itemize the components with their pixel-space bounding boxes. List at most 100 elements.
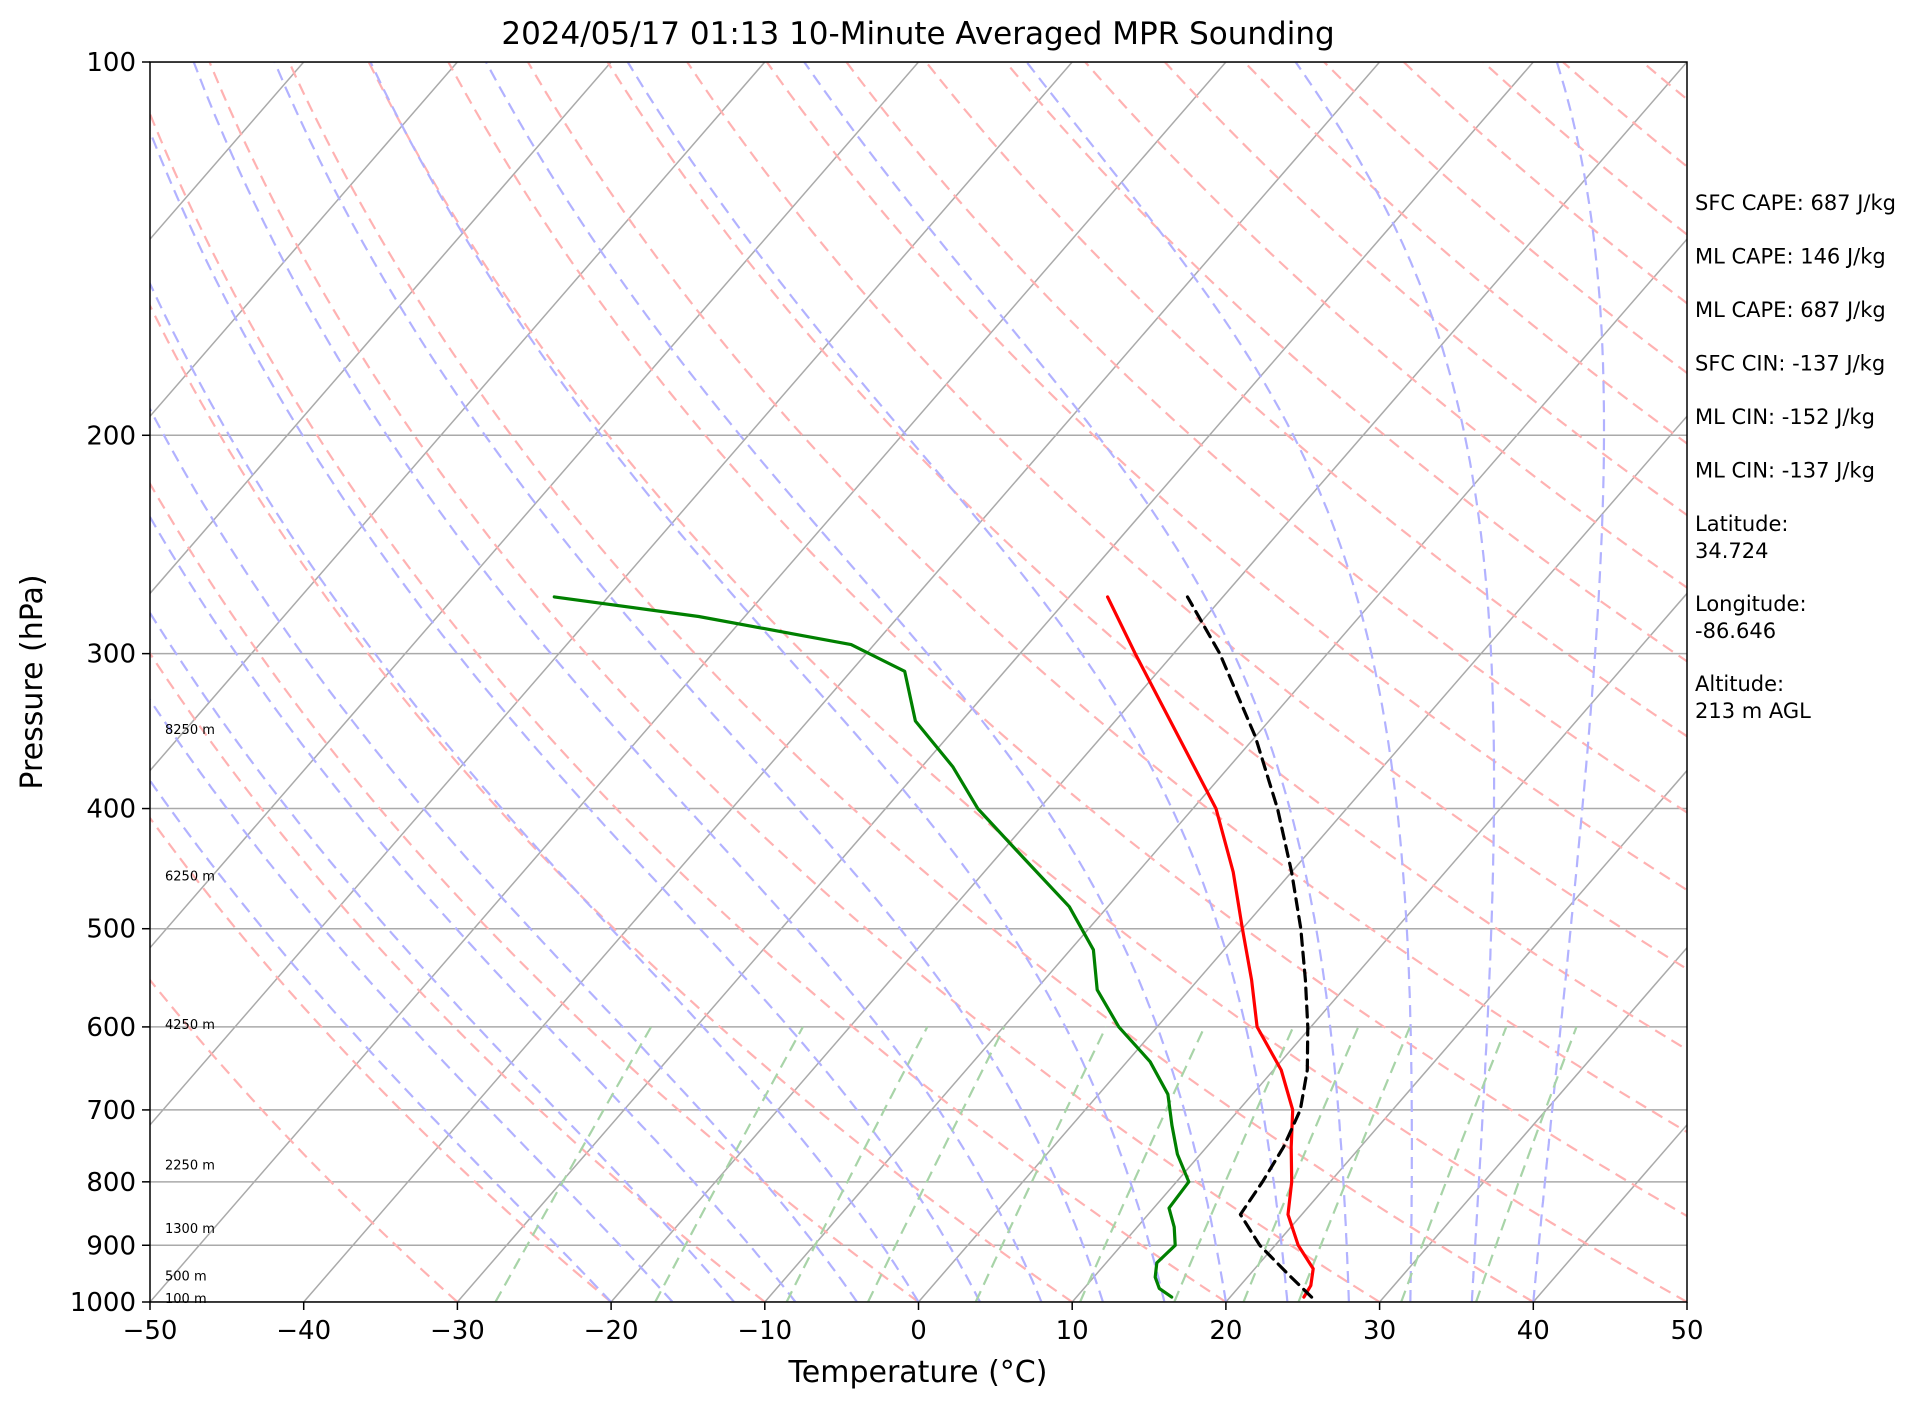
y-axis-label: Pressure (hPa) (15, 574, 50, 789)
dry-adiabat-line (1163, 62, 1687, 517)
dry-adiabat-line (1881, 62, 1921, 1302)
moist-adiabat-line (150, 778, 612, 1302)
profile-line-2 (552, 595, 1191, 1299)
isotherm-line (150, 62, 612, 595)
stat-text: Altitude: 213 m AGL (1695, 672, 1811, 723)
isotherm-line (150, 62, 1227, 1302)
moist-adiabat-line (485, 62, 1227, 1302)
moist-adiabat-line (150, 514, 797, 1302)
x-tick-label: 50 (1670, 1316, 1703, 1346)
dry-adiabat-line (150, 651, 766, 1302)
stat-text: Latitude: 34.724 (1695, 512, 1789, 563)
y-tick-label: 900 (86, 1231, 136, 1261)
dry-adiabat-line (208, 62, 1381, 1302)
profile-line-1 (1106, 595, 1315, 1299)
x-tick-label: 10 (1056, 1316, 1089, 1346)
moist-adiabat-line (150, 610, 735, 1302)
mixing-ratio-line (1173, 1026, 1295, 1302)
x-tick-label: −50 (123, 1316, 178, 1346)
mixing-ratio-line (1400, 1026, 1508, 1302)
dry-adiabat-line (526, 62, 1687, 1134)
dry-adiabat-line (765, 62, 1687, 892)
isotherm-line (1225, 769, 1687, 1302)
height-label: 6250 m (165, 870, 215, 885)
stat-text: ML CAPE: 146 J/kg (1695, 245, 1886, 269)
grid-lines (150, 62, 1921, 1302)
isotherm-line (150, 62, 920, 949)
y-tick-label: 300 (86, 640, 136, 670)
dry-adiabat-line (1004, 62, 1687, 663)
dry-adiabat-line (150, 978, 459, 1302)
x-tick-label: −10 (737, 1316, 792, 1346)
moist-adiabat-line (273, 62, 1104, 1302)
y-tick-label: 500 (86, 915, 136, 945)
x-tick-label: −30 (430, 1316, 485, 1346)
y-tick-label: 200 (86, 421, 136, 451)
chart-title: 2024/05/17 01:13 10-Minute Averaged MPR … (501, 16, 1334, 52)
dry-adiabat-line (925, 62, 1687, 738)
isotherm-line (1379, 946, 1687, 1302)
dry-adiabat-line (150, 816, 612, 1302)
dry-adiabat-line (367, 62, 1687, 1302)
dry-adiabat-line (150, 110, 1227, 1302)
dry-adiabat-line (150, 481, 920, 1302)
isotherm-line (150, 62, 766, 772)
mixing-ratio-line (494, 1026, 653, 1302)
moist-adiabat-line (192, 62, 1043, 1302)
height-label: 8250 m (165, 723, 215, 738)
x-axis-label: Temperature (°C) (788, 1355, 1048, 1390)
moist-adiabat-line (1532, 62, 1606, 1302)
mixing-ratio-line (654, 1026, 804, 1302)
isotherm-line (456, 62, 1534, 1302)
isotherm-line (150, 62, 1073, 1127)
axis-ticks: −50 −40 −30 −20 −10 0 10 20 30 40 50 100 200 300 400 50… (70, 48, 1704, 1346)
x-tick-label: 0 (910, 1316, 927, 1346)
moist-adiabat-line (150, 281, 920, 1302)
height-label: 4250 m (165, 1018, 215, 1033)
moist-adiabat-line (150, 697, 674, 1302)
height-label: 2250 m (165, 1159, 215, 1174)
y-tick-label: 700 (86, 1096, 136, 1126)
x-tick-label: −20 (584, 1316, 639, 1346)
moist-adiabat-line (369, 62, 1166, 1302)
isotherm-line (1071, 592, 1687, 1302)
sounding-stats: SFC CAPE: 687 J/kg ML CAPE: 146 J/kg ML CA… (1695, 191, 1896, 723)
mixing-ratio-line (1079, 1026, 1206, 1302)
dry-adiabat-line (447, 62, 1687, 1218)
mixing-ratio-line (974, 1026, 1107, 1302)
stat-text: SFC CAPE: 687 J/kg (1695, 191, 1896, 215)
dry-adiabat-line (1084, 62, 1687, 589)
stat-text: SFC CIN: -137 J/kg (1695, 352, 1885, 376)
y-tick-label: 1000 (70, 1288, 136, 1318)
y-tick-label: 800 (86, 1168, 136, 1198)
profile-line-3 (1185, 595, 1314, 1299)
mixing-ratio-line (785, 1026, 929, 1302)
x-tick-label: −40 (276, 1316, 331, 1346)
dry-adiabat-line (606, 62, 1687, 1051)
mixing-ratio-line (1242, 1026, 1360, 1302)
moist-adiabat-line (1025, 62, 1413, 1302)
moist-adiabat-line (150, 128, 981, 1302)
isotherm-line (764, 237, 1687, 1302)
stat-text: Longitude: -86.646 (1695, 592, 1807, 643)
mixing-ratio-line (1297, 1026, 1411, 1302)
mixing-ratio-line (1475, 1026, 1578, 1302)
sounding-profiles (552, 595, 1315, 1299)
isotherm-line (150, 62, 458, 418)
y-tick-label: 100 (86, 48, 136, 78)
dry-adiabat-line (150, 303, 1073, 1302)
x-tick-label: 30 (1363, 1316, 1396, 1346)
height-label: 100 m (165, 1292, 207, 1307)
y-tick-label: 400 (86, 795, 136, 825)
dry-adiabat-line (686, 62, 1687, 971)
moist-adiabat-line (803, 62, 1350, 1302)
isotherm-line (303, 62, 1381, 1302)
height-label: 500 m (165, 1270, 207, 1285)
stat-text: ML CAPE: 687 J/kg (1695, 298, 1886, 322)
dry-adiabat-line (845, 62, 1687, 814)
x-tick-label: 20 (1209, 1316, 1242, 1346)
moist-adiabat-line (626, 62, 1289, 1302)
height-label: 1300 m (165, 1222, 215, 1237)
height-labels: 8250 m 6250 m 4250 m 2250 m 1300 m 500 m 100 m (165, 723, 215, 1307)
